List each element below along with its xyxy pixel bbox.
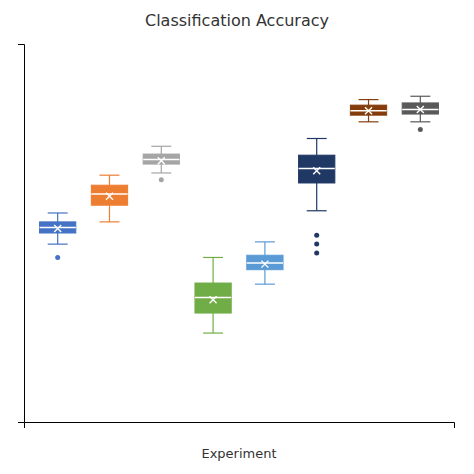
box-group (91, 175, 127, 222)
whisker-low (212, 313, 213, 333)
flier (314, 242, 319, 247)
box-group (247, 242, 283, 284)
cap-low (307, 210, 327, 211)
title: Classification Accuracy (145, 11, 329, 30)
cap-low (410, 121, 430, 122)
whisker-low (368, 115, 369, 122)
cap-high (255, 241, 275, 242)
chart: Classification Accuracy Experiment (0, 0, 474, 474)
mean-marker (54, 225, 61, 232)
cap-high (359, 99, 379, 100)
box-group (299, 139, 335, 256)
box (91, 185, 127, 205)
mean-marker (158, 157, 165, 164)
flier (159, 177, 164, 182)
x-axis-line (25, 423, 455, 429)
whisker-high (161, 146, 162, 154)
x-axis (25, 423, 455, 429)
whisker-high (368, 100, 369, 106)
median (195, 297, 231, 299)
mean-marker (365, 107, 372, 114)
cap-high (410, 96, 430, 97)
whisker-low (316, 183, 317, 211)
box (299, 155, 335, 183)
mean-marker (261, 261, 268, 268)
box-group (195, 257, 231, 333)
mean-marker (417, 106, 424, 113)
box (350, 105, 386, 115)
whisker-low (109, 205, 110, 222)
whisker-high (420, 96, 421, 103)
cap-high (203, 257, 223, 258)
box-group (402, 96, 438, 132)
y-axis (18, 45, 25, 423)
box (195, 283, 231, 313)
cap-high (48, 212, 68, 213)
cap-low (100, 221, 120, 222)
flier (314, 251, 319, 256)
marks (40, 96, 439, 333)
x-axis-title: Experiment (201, 446, 276, 461)
whisker-low (420, 114, 421, 122)
cap-low (255, 284, 275, 285)
whisker-low (264, 270, 265, 284)
box (40, 222, 76, 233)
whisker-high (316, 139, 317, 156)
cap-low (48, 244, 68, 245)
whisker-high (264, 242, 265, 255)
cap-high (151, 146, 171, 147)
box-group (143, 146, 179, 182)
whisker-low (161, 164, 162, 173)
cap-low (151, 172, 171, 173)
whisker-low (57, 233, 58, 244)
box-group (350, 100, 386, 122)
median (299, 168, 335, 170)
box-group (40, 213, 76, 260)
mean-marker (210, 296, 217, 303)
mean-marker (313, 167, 320, 174)
cap-high (307, 138, 327, 139)
flier (418, 127, 423, 132)
whisker-high (212, 257, 213, 283)
box (247, 255, 283, 269)
cap-low (359, 121, 379, 122)
whisker-high (109, 175, 110, 185)
cap-high (100, 175, 120, 176)
cap-low (203, 332, 223, 333)
whisker-high (57, 213, 58, 222)
flier (314, 233, 319, 238)
box (143, 154, 179, 164)
box (402, 103, 438, 114)
y-axis-line (18, 45, 25, 423)
mean-marker (106, 193, 113, 200)
flier (55, 255, 60, 260)
median (91, 193, 127, 195)
plot (18, 45, 455, 429)
